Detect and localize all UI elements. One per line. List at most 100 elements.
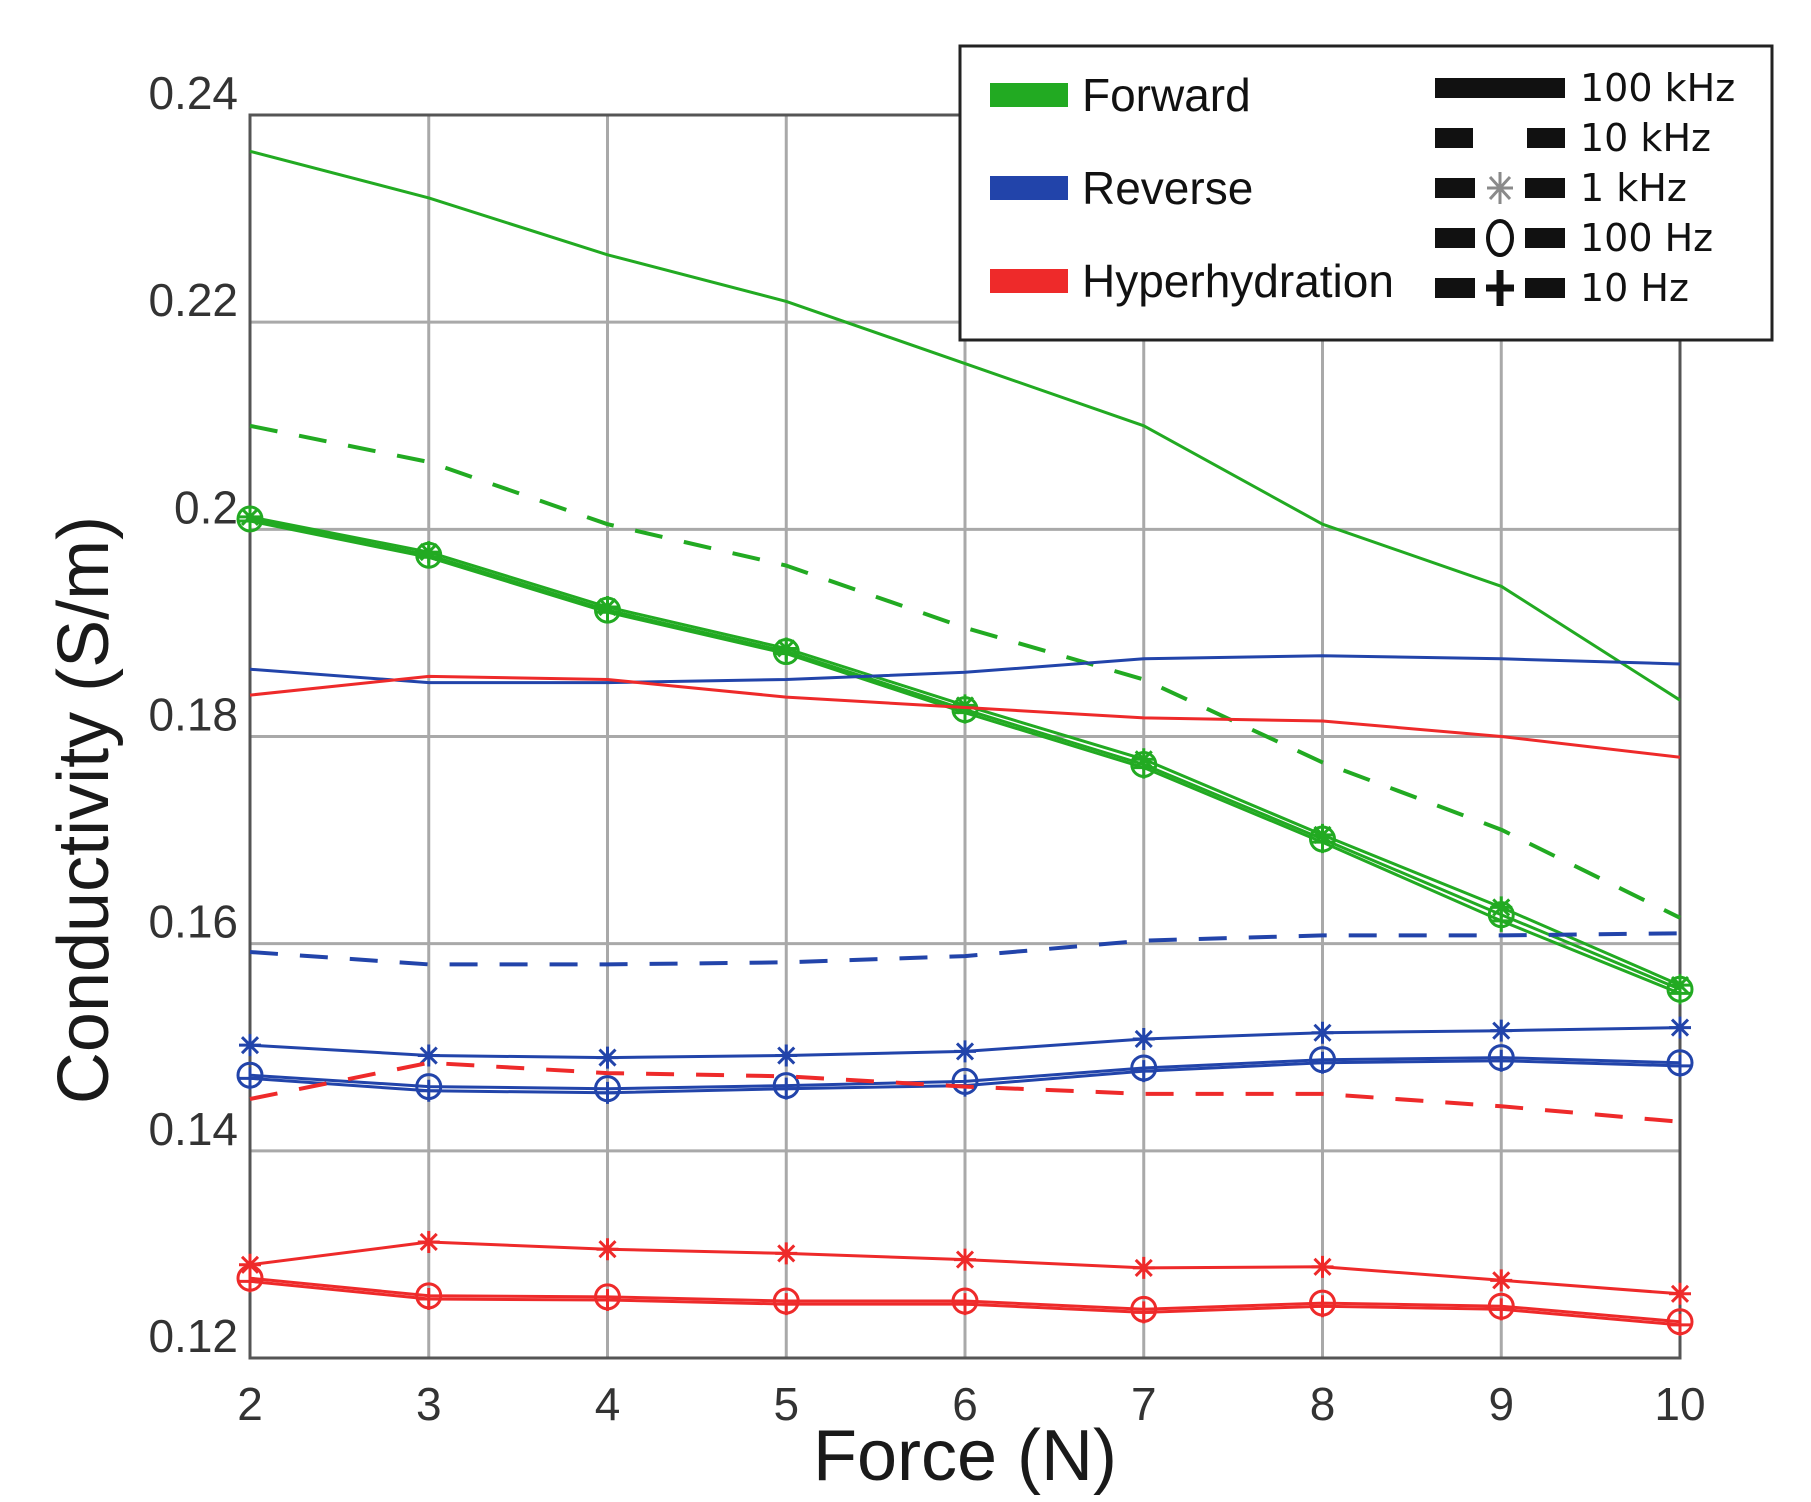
x-tick-label: 5 (773, 1378, 799, 1430)
legend: Forward Reverse Hyperhydration 100 kHz 10 k… (958, 44, 1774, 342)
legend-conditions: Forward Reverse Hyperhydration (990, 69, 1394, 307)
legend-freq-100-hz-label: 100 Hz (1580, 216, 1713, 260)
legend-label-forward: Forward (1082, 69, 1251, 121)
data-point-plus (239, 1270, 261, 1293)
data-point-star (1669, 1016, 1691, 1039)
tick-labels: 2 3 4 5 6 7 8 9 10 0.12 0.14 0.16 0.18 0.2 0.22 0.24 (148, 67, 1705, 1430)
data-point-star (417, 1044, 440, 1067)
x-tick-label: 6 (952, 1378, 978, 1430)
data-point-plus (1311, 1295, 1334, 1318)
series-forward-100-khz (249, 149, 1681, 702)
data-point-plus (1311, 831, 1334, 854)
series-hyperhydration-10-hz (239, 1270, 1691, 1336)
data-point-plus (596, 1081, 619, 1104)
series-line (249, 149, 1681, 702)
data-point-star (954, 1040, 976, 1063)
data-point-plus (417, 546, 440, 569)
data-point-star (954, 1248, 976, 1271)
data-point-star (417, 1230, 440, 1253)
series-reverse-100-khz (249, 654, 1681, 685)
data-point-star (775, 1044, 798, 1067)
data-point-plus (1669, 982, 1691, 1005)
data-point-plus (775, 642, 798, 665)
x-tick-label: 3 (416, 1378, 442, 1430)
legend-frequencies: 100 kHz 10 kHz 1 kHz 100 Hz 10 Hz (1435, 66, 1735, 310)
legend-swatch-reverse (990, 176, 1068, 200)
legend-freq-100-khz-line (1435, 78, 1565, 98)
legend-label-hyperhydration: Hyperhydration (1082, 255, 1394, 307)
x-tick-label: 7 (1131, 1378, 1157, 1430)
data-point-plus (1490, 909, 1513, 932)
series-hyperhydration-100-khz (249, 674, 1681, 759)
data-point-star (1490, 1269, 1513, 1292)
data-point-plus (775, 1077, 798, 1100)
series-hyperhydration-1-khz (239, 1230, 1691, 1305)
data-point-plus (1311, 1051, 1334, 1074)
data-point-star (1311, 1021, 1334, 1044)
series-reverse-10-khz (249, 931, 1681, 967)
data-point-plus (1490, 1298, 1513, 1321)
data-point-plus (417, 1079, 440, 1102)
legend-freq-10-hz-label: 10 Hz (1580, 266, 1689, 310)
series-reverse-1-khz (239, 1016, 1691, 1069)
x-axis-title: Force (N) (813, 1416, 1117, 1496)
legend-freq-10-hz-seg-right (1525, 278, 1565, 298)
legend-freq-1-khz-seg-left (1435, 178, 1475, 198)
data-point-plus (596, 1288, 619, 1311)
x-tick-label: 2 (237, 1378, 263, 1430)
legend-label-reverse: Reverse (1082, 162, 1253, 214)
series-line (249, 423, 1681, 920)
legend-freq-100-hz-seg-right (1525, 228, 1565, 248)
data-point-star (596, 1238, 619, 1261)
y-tick-label: 0.14 (148, 1103, 238, 1155)
legend-freq-100-khz-label: 100 kHz (1580, 66, 1735, 110)
legend-freq-1-khz-seg-right (1525, 178, 1565, 198)
legend-freq-1-khz-marker (1487, 172, 1513, 204)
legend-freq-100-hz-seg-left (1435, 228, 1475, 248)
legend-freq-10-khz-label: 10 kHz (1580, 116, 1711, 160)
series-line (249, 654, 1681, 685)
legend-swatch-forward (990, 83, 1068, 107)
data-point-star (1311, 1255, 1334, 1278)
data-point-plus (1132, 756, 1155, 779)
series-line (249, 931, 1681, 967)
data-point-star (1490, 896, 1513, 919)
data-point-plus (1132, 1301, 1155, 1324)
data-point-plus (1490, 1049, 1513, 1072)
y-tick-label: 0.2 (174, 481, 238, 533)
data-point-plus (775, 1293, 798, 1316)
legend-freq-10-khz-dash-right (1527, 128, 1565, 148)
data-point-star (1132, 1256, 1155, 1279)
data-point-plus (1669, 1313, 1691, 1336)
x-tick-label: 9 (1488, 1378, 1514, 1430)
series-forward-10-hz (239, 510, 1691, 1005)
legend-freq-10-hz-marker (1486, 270, 1514, 306)
series-hyperhydration-10-khz (249, 1060, 1681, 1124)
data-point-plus (1669, 1054, 1691, 1077)
data-point-star (1669, 1282, 1691, 1305)
data-point-plus (239, 510, 261, 533)
legend-swatch-hyperhydration (990, 269, 1068, 293)
data-point-plus (954, 1293, 976, 1316)
legend-freq-100-hz-marker (1486, 219, 1514, 257)
series-line (249, 674, 1681, 759)
data-point-plus (954, 701, 976, 724)
y-tick-label: 0.16 (148, 896, 238, 948)
y-tick-label: 0.18 (148, 689, 238, 741)
series-line (249, 1060, 1681, 1124)
y-axis-title: Conductivity (S/m) (44, 516, 124, 1104)
y-tick-label: 0.24 (148, 67, 238, 119)
legend-box (958, 44, 1774, 342)
data-point-star (1490, 1019, 1513, 1042)
y-tick-label: 0.12 (148, 1310, 238, 1362)
series-layer (236, 149, 1694, 1336)
x-tick-label: 8 (1310, 1378, 1336, 1430)
data-point-plus (1132, 1060, 1155, 1083)
legend-freq-10-hz-seg-left (1435, 278, 1475, 298)
data-point-plus (596, 601, 619, 624)
data-point-star (596, 1046, 619, 1069)
data-point-star (1132, 1027, 1155, 1050)
data-point-plus (239, 1067, 261, 1090)
legend-freq-1-khz-label: 1 kHz (1580, 166, 1687, 210)
